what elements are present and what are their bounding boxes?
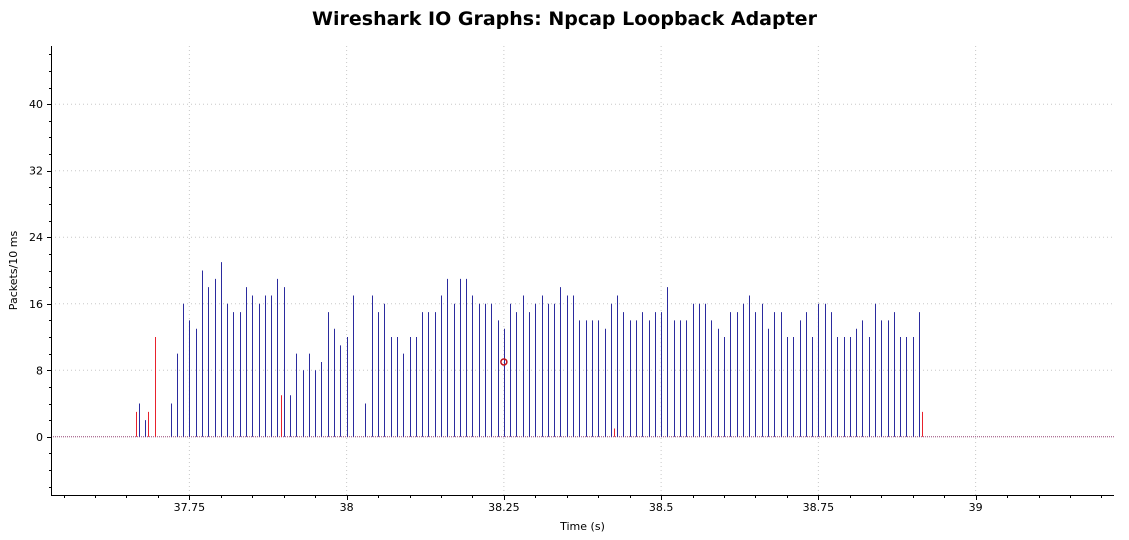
x-tick-label: 38.5 [649,501,674,514]
y-tick-label: 16 [29,298,43,311]
x-tick-label: 37.75 [174,501,206,514]
series-layer [136,262,923,437]
y-tick-label: 32 [29,165,43,178]
y-tick-label: 40 [29,98,43,111]
chart-title: Wireshark IO Graphs: Npcap Loopback Adap… [312,8,817,30]
x-tick-label: 38 [340,501,354,514]
y-tick-label: 8 [36,364,43,377]
x-tick-label: 38.75 [803,501,835,514]
y-axis-title: Packets/10 ms [7,231,20,311]
y-tick-label: 24 [29,231,43,244]
selection-marker [500,358,508,366]
grid-lines [51,46,1114,495]
x-tick-label: 39 [969,501,983,514]
x-tick-label: 38.25 [488,501,520,514]
tick-labels: 0 8 16 24 32 40 37.75 38 38.25 38.5 38.75 39 [29,98,983,514]
y-tick-label: 0 [36,431,43,444]
axes [51,46,1114,496]
tick-marks [47,54,1102,500]
x-axis-title: Time (s) [559,520,605,533]
